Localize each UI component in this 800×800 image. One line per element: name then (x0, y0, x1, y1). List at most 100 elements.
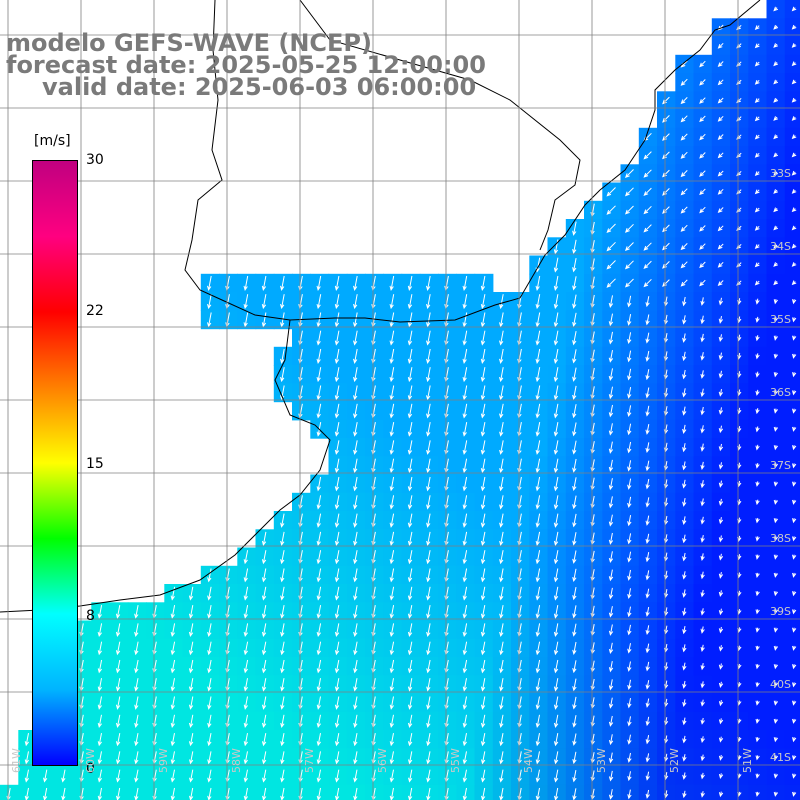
wind-arrow (480, 403, 486, 419)
wind-arrow (754, 280, 760, 286)
wind-arrow (662, 206, 670, 214)
wind-arrow (553, 696, 559, 710)
wind-arrow (316, 568, 322, 583)
wind-arrow (572, 587, 577, 601)
wind-arrow (773, 79, 779, 85)
wind-arrow (280, 586, 285, 601)
wind-arrow (572, 312, 577, 328)
wind-arrow (792, 591, 797, 597)
wind-arrow (553, 733, 559, 747)
wind-arrow (792, 499, 797, 505)
wind-arrow (572, 550, 577, 564)
wind-arrow (426, 623, 431, 638)
wind-arrow (407, 312, 413, 328)
wind-arrow (645, 405, 650, 417)
wind-arrow (261, 550, 267, 565)
wind-arrow (280, 769, 285, 783)
wind-arrow (624, 187, 634, 197)
wind-arrow (643, 224, 652, 233)
wind-arrow (535, 422, 541, 437)
wind-arrow (791, 262, 797, 267)
wind-arrow (353, 733, 358, 747)
wind-arrow (572, 751, 577, 765)
wind-arrow (243, 294, 249, 310)
wind-arrow (792, 572, 797, 578)
wind-arrow (134, 659, 139, 674)
wind-arrow (572, 623, 577, 637)
wind-arrow (791, 79, 797, 85)
wind-arrow (700, 754, 705, 762)
wind-arrow (553, 568, 559, 583)
wind-arrow (261, 733, 267, 747)
wind-arrow (754, 79, 760, 85)
wind-arrow (207, 586, 212, 601)
wind-arrow (97, 659, 103, 674)
wind-arrow (188, 659, 194, 674)
wind-arrow (462, 659, 468, 674)
wind-arrow (426, 330, 431, 346)
wind-arrow (700, 699, 705, 707)
wind-arrow (572, 733, 577, 746)
wind-arrow (700, 461, 705, 471)
wind-arrow (554, 769, 559, 783)
wind-arrow (606, 260, 616, 270)
wind-arrow (773, 664, 779, 670)
wind-arrow (755, 444, 760, 451)
wind-arrow (480, 659, 486, 674)
wind-arrow (754, 116, 760, 122)
wind-arrow (243, 605, 249, 619)
wind-arrow (462, 422, 468, 437)
wind-arrow (535, 623, 541, 638)
wind-arrow (243, 623, 249, 638)
wind-arrow (353, 348, 358, 364)
wind-arrow (334, 733, 340, 747)
wind-arrow (682, 772, 687, 780)
wind-arrow (535, 714, 540, 729)
wind-arrow (426, 678, 431, 692)
wind-arrow (699, 279, 706, 287)
wind-arrow (262, 751, 267, 765)
wind-arrow (682, 754, 687, 762)
wind-arrow (755, 536, 760, 542)
wind-arrow (606, 241, 616, 252)
wind-arrow (426, 714, 431, 729)
wind-arrow (608, 496, 614, 509)
wind-arrow (462, 678, 467, 692)
coastline-south (0, 319, 331, 613)
wind-arrow (134, 605, 139, 619)
wind-arrow (115, 733, 121, 747)
wind-arrow (407, 275, 413, 291)
wind-arrow (553, 659, 559, 674)
wind-arrow (717, 79, 724, 86)
wind-arrow (189, 751, 194, 765)
wind-arrow (353, 495, 358, 510)
wind-arrow (755, 353, 760, 360)
wind-arrow (773, 755, 779, 761)
wind-arrow (792, 445, 797, 451)
wind-arrow (608, 606, 614, 618)
wind-arrow (316, 678, 321, 692)
wind-arrow (243, 751, 248, 765)
wind-arrow (643, 151, 652, 160)
wind-arrow (680, 78, 688, 86)
wind-arrow (170, 751, 175, 765)
wind-arrow (627, 423, 632, 436)
wind-arrow (645, 515, 650, 526)
wind-arrow (773, 390, 778, 396)
wind-arrow (700, 406, 705, 416)
wind-arrow (480, 348, 486, 364)
wind-arrow (718, 626, 724, 634)
wind-arrow (480, 531, 486, 547)
wind-arrow (334, 531, 340, 547)
wind-arrow (170, 623, 176, 638)
wind-arrow (334, 440, 340, 455)
wind-arrow (773, 554, 779, 560)
wind-arrow (680, 224, 688, 232)
wind-arrow (426, 294, 431, 310)
wind-arrow (207, 623, 212, 638)
wind-arrow (773, 97, 779, 103)
wind-arrow (682, 589, 687, 598)
wind-arrow (553, 312, 559, 328)
wind-speed-cell (638, 164, 658, 184)
